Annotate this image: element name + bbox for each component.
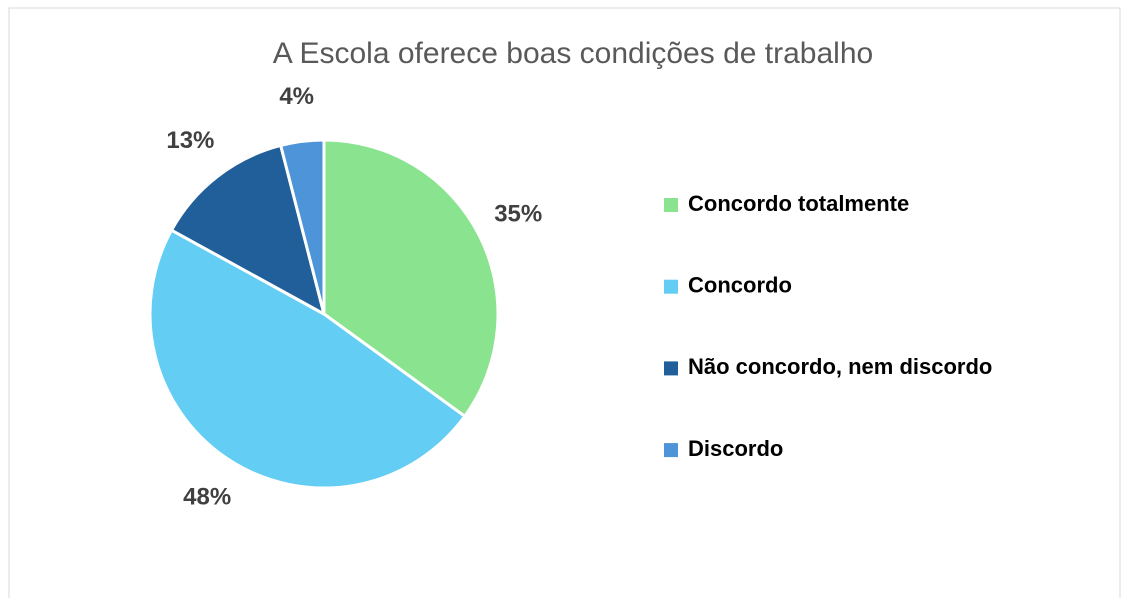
pie-slice — [322, 138, 500, 419]
pie-slice — [148, 228, 467, 490]
legend-label: Concordo — [688, 273, 792, 298]
pie-slice — [169, 143, 327, 317]
legend-swatch — [664, 443, 678, 458]
chart-title: A Escola oferece boas condições de traba… — [273, 37, 873, 70]
legend-swatch — [664, 279, 678, 294]
legend-label: Discordo — [688, 436, 783, 461]
data-label: 48% — [183, 483, 231, 510]
legend-label: Concordo totalmente — [688, 191, 909, 216]
legend-label: Não concordo, nem discordo — [688, 354, 992, 379]
legend-swatch — [664, 361, 678, 376]
data-label: 35% — [494, 200, 542, 227]
pie-slice — [278, 138, 326, 315]
data-label: 13% — [166, 127, 214, 154]
data-label: 4% — [279, 83, 314, 110]
legend-swatch — [664, 198, 678, 212]
